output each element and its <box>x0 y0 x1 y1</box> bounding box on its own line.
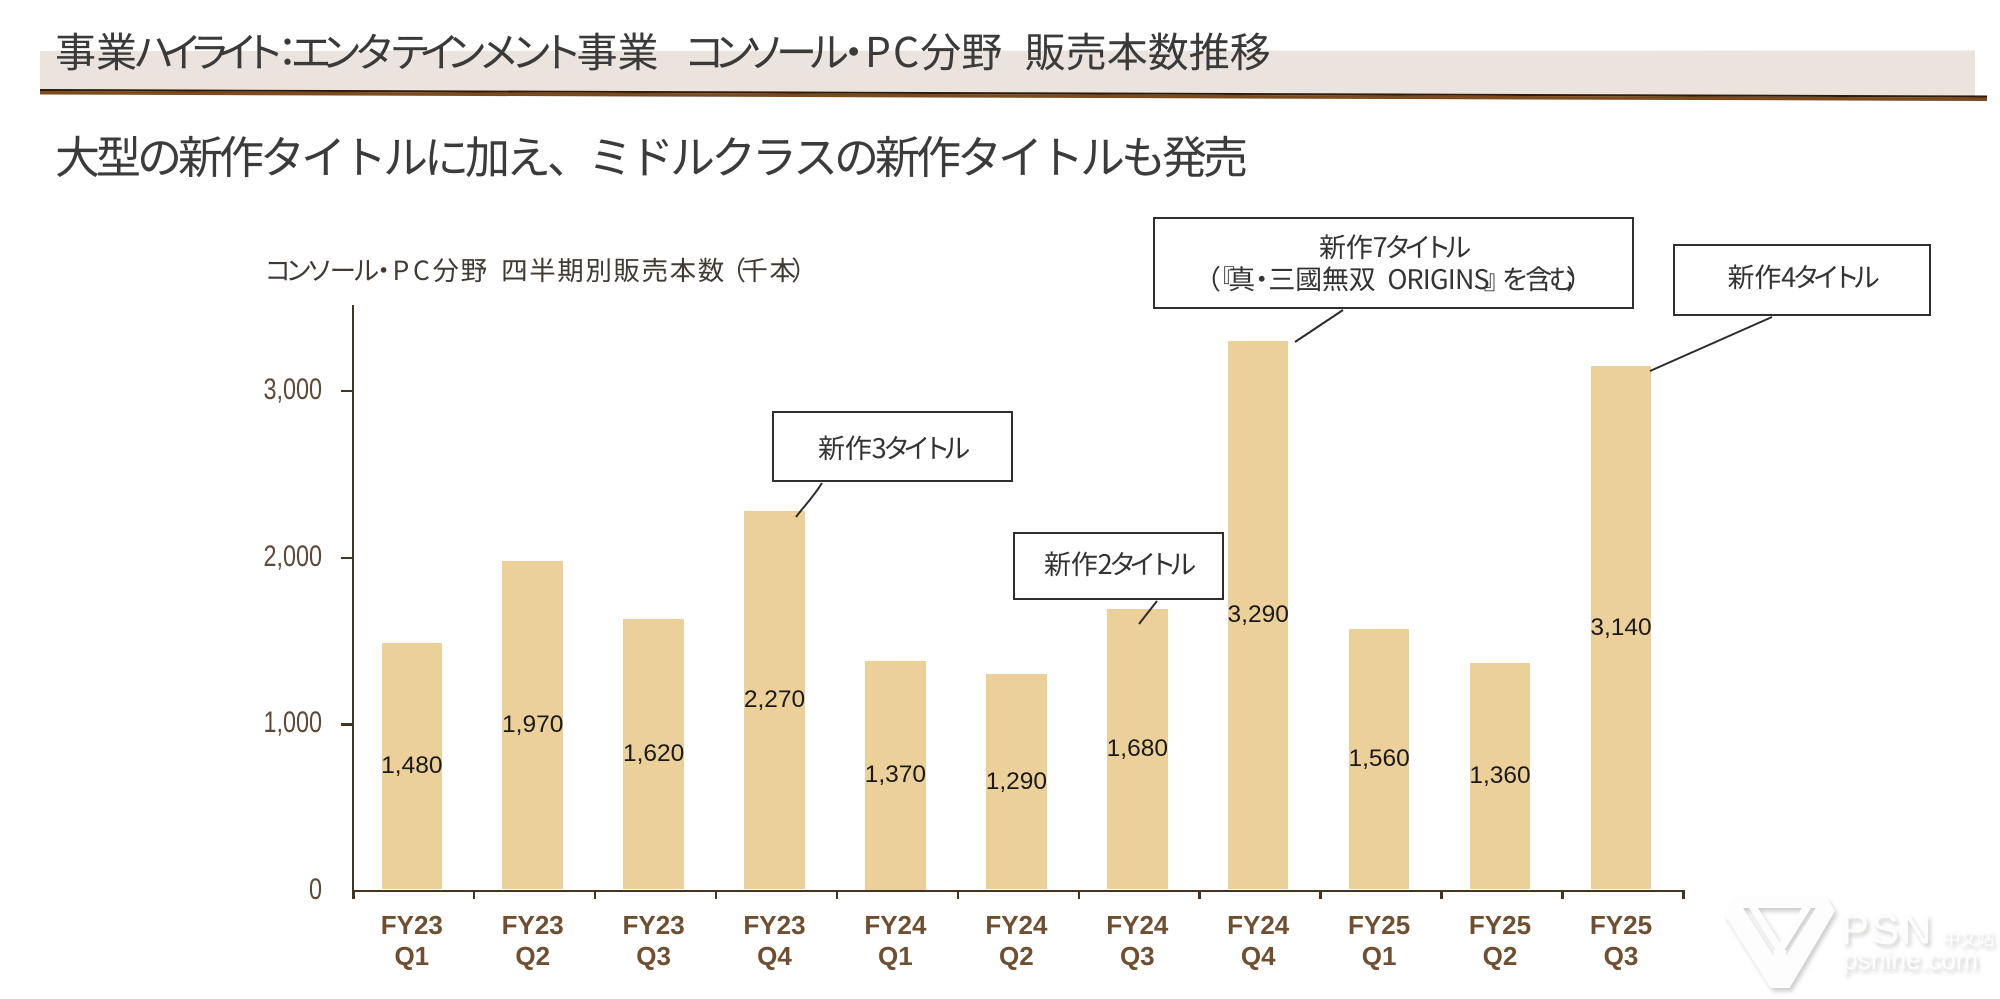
svg-text:PSN: PSN <box>1841 906 1933 953</box>
svg-text:psnine.com: psnine.com <box>1843 945 1978 975</box>
